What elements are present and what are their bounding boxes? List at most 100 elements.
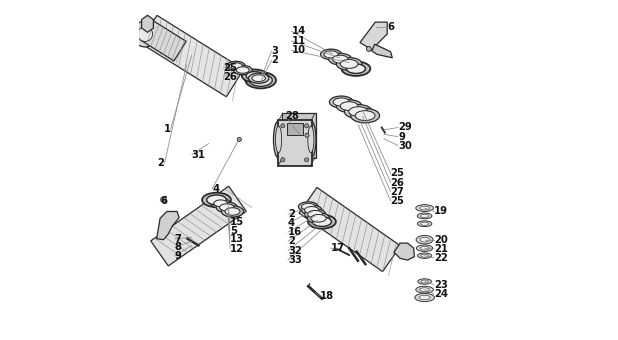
Ellipse shape bbox=[421, 254, 428, 257]
FancyBboxPatch shape bbox=[287, 123, 303, 135]
Ellipse shape bbox=[416, 286, 433, 293]
Polygon shape bbox=[372, 44, 392, 58]
Ellipse shape bbox=[298, 202, 318, 211]
Ellipse shape bbox=[417, 245, 433, 252]
Text: 29: 29 bbox=[398, 122, 412, 133]
Ellipse shape bbox=[329, 53, 352, 65]
Text: 25: 25 bbox=[391, 196, 404, 206]
Ellipse shape bbox=[225, 208, 240, 215]
Ellipse shape bbox=[206, 195, 226, 205]
Ellipse shape bbox=[417, 221, 432, 226]
Text: 23: 23 bbox=[434, 280, 448, 290]
Circle shape bbox=[366, 47, 371, 51]
Ellipse shape bbox=[276, 126, 282, 153]
Ellipse shape bbox=[211, 198, 231, 208]
Ellipse shape bbox=[332, 55, 348, 63]
Ellipse shape bbox=[229, 63, 242, 69]
Ellipse shape bbox=[419, 295, 430, 300]
Ellipse shape bbox=[347, 64, 365, 73]
Text: 2: 2 bbox=[288, 209, 295, 219]
FancyBboxPatch shape bbox=[282, 113, 316, 158]
Ellipse shape bbox=[202, 193, 231, 207]
Ellipse shape bbox=[336, 57, 362, 70]
Polygon shape bbox=[141, 21, 186, 61]
Circle shape bbox=[281, 158, 285, 162]
Circle shape bbox=[305, 124, 308, 128]
Ellipse shape bbox=[236, 67, 249, 73]
Ellipse shape bbox=[417, 213, 432, 219]
Text: 1: 1 bbox=[164, 124, 171, 134]
Text: 6: 6 bbox=[387, 22, 394, 32]
Ellipse shape bbox=[306, 121, 316, 158]
Circle shape bbox=[132, 21, 158, 47]
Text: 33: 33 bbox=[288, 255, 302, 265]
Ellipse shape bbox=[311, 215, 326, 222]
Ellipse shape bbox=[341, 59, 358, 68]
Text: 10: 10 bbox=[291, 45, 305, 55]
Text: 15: 15 bbox=[230, 217, 244, 227]
Text: 12: 12 bbox=[230, 243, 244, 254]
Ellipse shape bbox=[329, 96, 353, 108]
Ellipse shape bbox=[421, 280, 428, 283]
Ellipse shape bbox=[305, 209, 326, 220]
Ellipse shape bbox=[214, 200, 227, 207]
Ellipse shape bbox=[421, 214, 429, 218]
Ellipse shape bbox=[308, 213, 329, 224]
Polygon shape bbox=[360, 22, 387, 51]
Text: 27: 27 bbox=[391, 187, 404, 197]
Text: 4: 4 bbox=[212, 184, 219, 194]
Ellipse shape bbox=[242, 69, 268, 82]
Text: 14: 14 bbox=[291, 26, 305, 36]
Ellipse shape bbox=[416, 235, 433, 244]
Ellipse shape bbox=[216, 202, 237, 213]
Polygon shape bbox=[151, 186, 246, 266]
Text: 18: 18 bbox=[320, 291, 334, 302]
Text: 24: 24 bbox=[434, 289, 448, 299]
Circle shape bbox=[237, 137, 242, 141]
Circle shape bbox=[305, 158, 308, 162]
Ellipse shape bbox=[308, 210, 323, 218]
Ellipse shape bbox=[420, 246, 429, 250]
Ellipse shape bbox=[333, 98, 349, 106]
Text: 22: 22 bbox=[434, 253, 448, 263]
Text: 26: 26 bbox=[223, 71, 237, 82]
Ellipse shape bbox=[234, 65, 252, 75]
Polygon shape bbox=[142, 15, 153, 32]
Ellipse shape bbox=[342, 62, 370, 76]
Ellipse shape bbox=[245, 72, 276, 88]
Text: 3: 3 bbox=[271, 46, 279, 56]
Polygon shape bbox=[140, 15, 243, 97]
Circle shape bbox=[161, 197, 166, 202]
Ellipse shape bbox=[349, 107, 368, 116]
Text: 21: 21 bbox=[434, 244, 448, 254]
Text: 7: 7 bbox=[175, 234, 182, 244]
Text: 28: 28 bbox=[285, 110, 299, 121]
Ellipse shape bbox=[221, 206, 243, 217]
Ellipse shape bbox=[227, 61, 245, 71]
Ellipse shape bbox=[313, 217, 331, 226]
Ellipse shape bbox=[305, 207, 319, 214]
Ellipse shape bbox=[252, 75, 266, 82]
Ellipse shape bbox=[308, 215, 336, 229]
Text: 2: 2 bbox=[271, 55, 279, 65]
Circle shape bbox=[138, 27, 153, 41]
Text: 9: 9 bbox=[175, 251, 182, 261]
Polygon shape bbox=[157, 211, 179, 240]
Text: 17: 17 bbox=[331, 243, 345, 253]
Ellipse shape bbox=[418, 279, 431, 284]
Circle shape bbox=[281, 124, 285, 128]
Text: 9: 9 bbox=[398, 132, 405, 142]
Ellipse shape bbox=[355, 110, 375, 121]
Ellipse shape bbox=[308, 126, 314, 153]
Ellipse shape bbox=[420, 288, 430, 291]
Ellipse shape bbox=[302, 203, 315, 210]
Ellipse shape bbox=[302, 205, 322, 215]
Text: 20: 20 bbox=[434, 235, 448, 245]
Text: 26: 26 bbox=[391, 177, 404, 188]
Text: 11: 11 bbox=[291, 36, 305, 46]
Text: 6: 6 bbox=[160, 196, 167, 206]
Ellipse shape bbox=[418, 253, 432, 258]
Ellipse shape bbox=[249, 74, 273, 86]
Ellipse shape bbox=[420, 206, 430, 210]
Ellipse shape bbox=[248, 73, 269, 83]
